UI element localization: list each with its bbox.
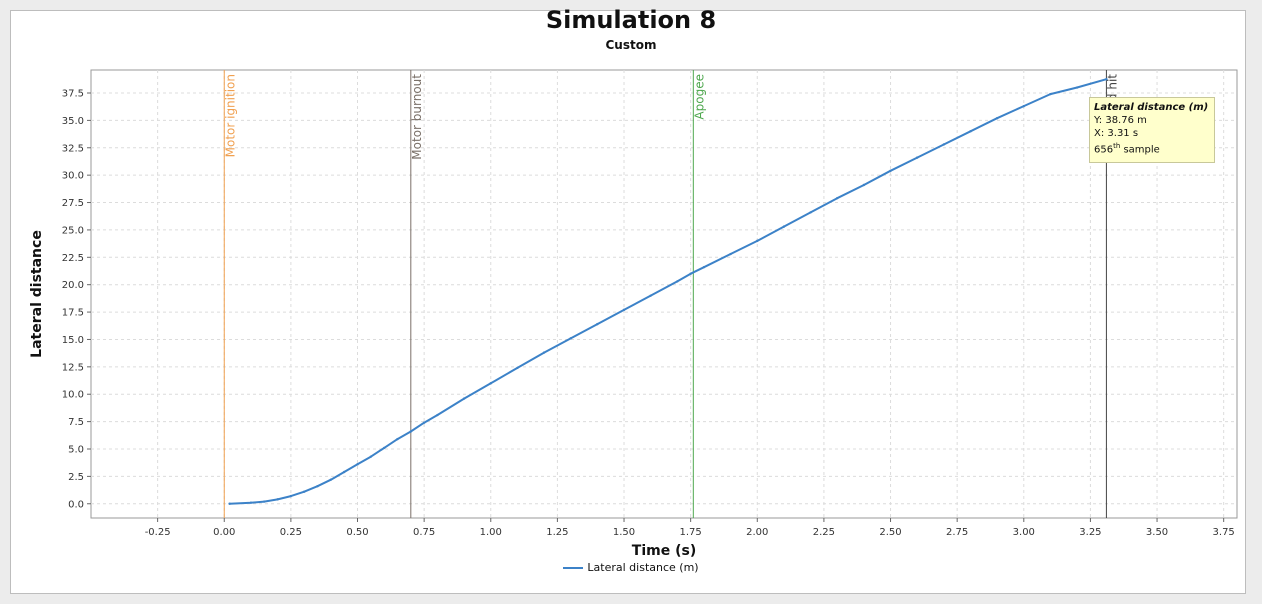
data-point[interactable]	[356, 463, 359, 466]
x-tick-label: 3.00	[1013, 527, 1035, 538]
x-tick-label: 3.75	[1213, 527, 1235, 538]
chart-legend[interactable]: Lateral distance (m)	[0, 561, 1262, 574]
data-point[interactable]	[1075, 86, 1079, 89]
data-point[interactable]	[422, 421, 426, 424]
tooltip-y-value: Y: 38.76 m	[1094, 115, 1147, 126]
y-tick-label: 22.5	[62, 253, 84, 264]
data-point[interactable]	[649, 294, 652, 297]
y-tick-label: 35.0	[62, 116, 84, 127]
chart-title: Simulation 8	[545, 6, 717, 34]
x-tick-label: 1.75	[680, 527, 702, 538]
data-point[interactable]	[289, 494, 293, 498]
data-point[interactable]	[889, 169, 892, 172]
data-point[interactable]	[436, 413, 439, 417]
data-point[interactable]	[396, 437, 399, 441]
data-point[interactable]	[342, 470, 346, 474]
data-point[interactable]	[276, 498, 279, 501]
data-point[interactable]	[1105, 78, 1108, 81]
x-tick-label: 2.00	[746, 527, 768, 538]
series-line-lateral-distance[interactable]	[229, 78, 1107, 505]
y-tick-label: 32.5	[62, 143, 84, 154]
x-tick-label: 0.50	[346, 527, 368, 538]
data-point[interactable]	[1049, 92, 1052, 96]
x-tick-label: 0.00	[213, 527, 235, 538]
tooltip-sample-number: 656	[1094, 144, 1114, 156]
data-point[interactable]	[249, 501, 253, 504]
event-label: Apogee	[692, 74, 706, 120]
data-point[interactable]	[516, 366, 519, 370]
data-point[interactable]	[676, 280, 679, 283]
data-point[interactable]	[542, 351, 546, 354]
data-point[interactable]	[329, 478, 333, 481]
data-point[interactable]	[1022, 104, 1025, 108]
data-point[interactable]	[596, 322, 599, 326]
legend-label: Lateral distance (m)	[587, 561, 699, 574]
y-tick-label: 37.5	[62, 89, 84, 100]
x-tick-label: 2.25	[813, 527, 835, 538]
tooltip-x-value: X: 3.31 s	[1094, 128, 1139, 139]
x-tick-label: 3.50	[1146, 527, 1168, 538]
x-tick-label: 1.00	[480, 527, 502, 538]
y-tick-label: 2.5	[68, 472, 84, 483]
x-tick-label: 0.75	[413, 527, 435, 538]
data-point[interactable]	[462, 397, 466, 400]
y-tick-label: 27.5	[62, 198, 84, 209]
y-tick-label: 25.0	[62, 225, 84, 236]
data-point[interactable]	[969, 130, 972, 133]
tooltip-sample-suffix: th	[1113, 142, 1121, 150]
event-label: Motor burnout	[410, 74, 424, 160]
tooltip-sample-word: sample	[1120, 144, 1160, 156]
data-point[interactable]	[489, 382, 492, 385]
chart-subtitle: Custom	[605, 38, 657, 52]
data-point[interactable]	[942, 143, 946, 146]
data-point[interactable]	[702, 265, 706, 269]
event-label: Motor ignition	[223, 74, 237, 157]
data-point[interactable]	[369, 455, 373, 458]
data-point[interactable]	[995, 116, 999, 120]
data-point[interactable]	[409, 430, 413, 433]
data-point[interactable]	[316, 485, 319, 488]
x-tick-label: 0.25	[280, 527, 302, 538]
y-tick-label: 5.0	[68, 444, 84, 455]
data-point[interactable]	[809, 211, 812, 214]
y-tick-label: 30.0	[62, 171, 84, 182]
data-point[interactable]	[263, 500, 266, 503]
y-tick-label: 10.0	[62, 390, 84, 401]
event-label: d hit	[1105, 74, 1119, 101]
y-tick-label: 7.5	[68, 417, 84, 428]
data-point[interactable]	[782, 225, 786, 228]
tooltip-sample: 656th sample	[1094, 140, 1210, 156]
data-point[interactable]	[729, 252, 732, 256]
data-point[interactable]	[915, 156, 919, 159]
x-tick-label: 3.25	[1079, 527, 1101, 538]
y-tick-label: 12.5	[62, 362, 84, 373]
x-axis-label: Time (s)	[632, 543, 696, 559]
data-point[interactable]	[569, 337, 572, 340]
data-point[interactable]	[228, 502, 231, 505]
y-axis-label: Lateral distance	[29, 230, 45, 358]
x-tick-label: 2.75	[946, 527, 968, 538]
y-tick-label: 15.0	[62, 335, 84, 346]
plot-area	[90, 69, 1238, 519]
x-tick-label: 1.25	[546, 527, 568, 538]
x-tick-label: 1.50	[613, 527, 635, 538]
tooltip-title: Lateral distance (m)	[1094, 102, 1209, 113]
data-tooltip: Lateral distance (m) Y: 38.76 m X: 3.31 …	[1089, 97, 1215, 163]
legend-line-swatch	[563, 566, 584, 569]
data-point[interactable]	[756, 239, 759, 243]
data-point[interactable]	[382, 446, 386, 450]
x-tick-label: 2.50	[879, 527, 901, 538]
data-point[interactable]	[622, 308, 626, 312]
y-tick-label: 17.5	[62, 308, 84, 319]
data-point[interactable]	[689, 272, 692, 275]
y-tick-label: 20.0	[62, 280, 84, 291]
data-point[interactable]	[303, 490, 306, 493]
data-point[interactable]	[862, 183, 866, 187]
x-tick-label: -0.25	[145, 527, 171, 538]
data-point[interactable]	[836, 196, 839, 200]
y-tick-label: 0.0	[68, 499, 84, 510]
